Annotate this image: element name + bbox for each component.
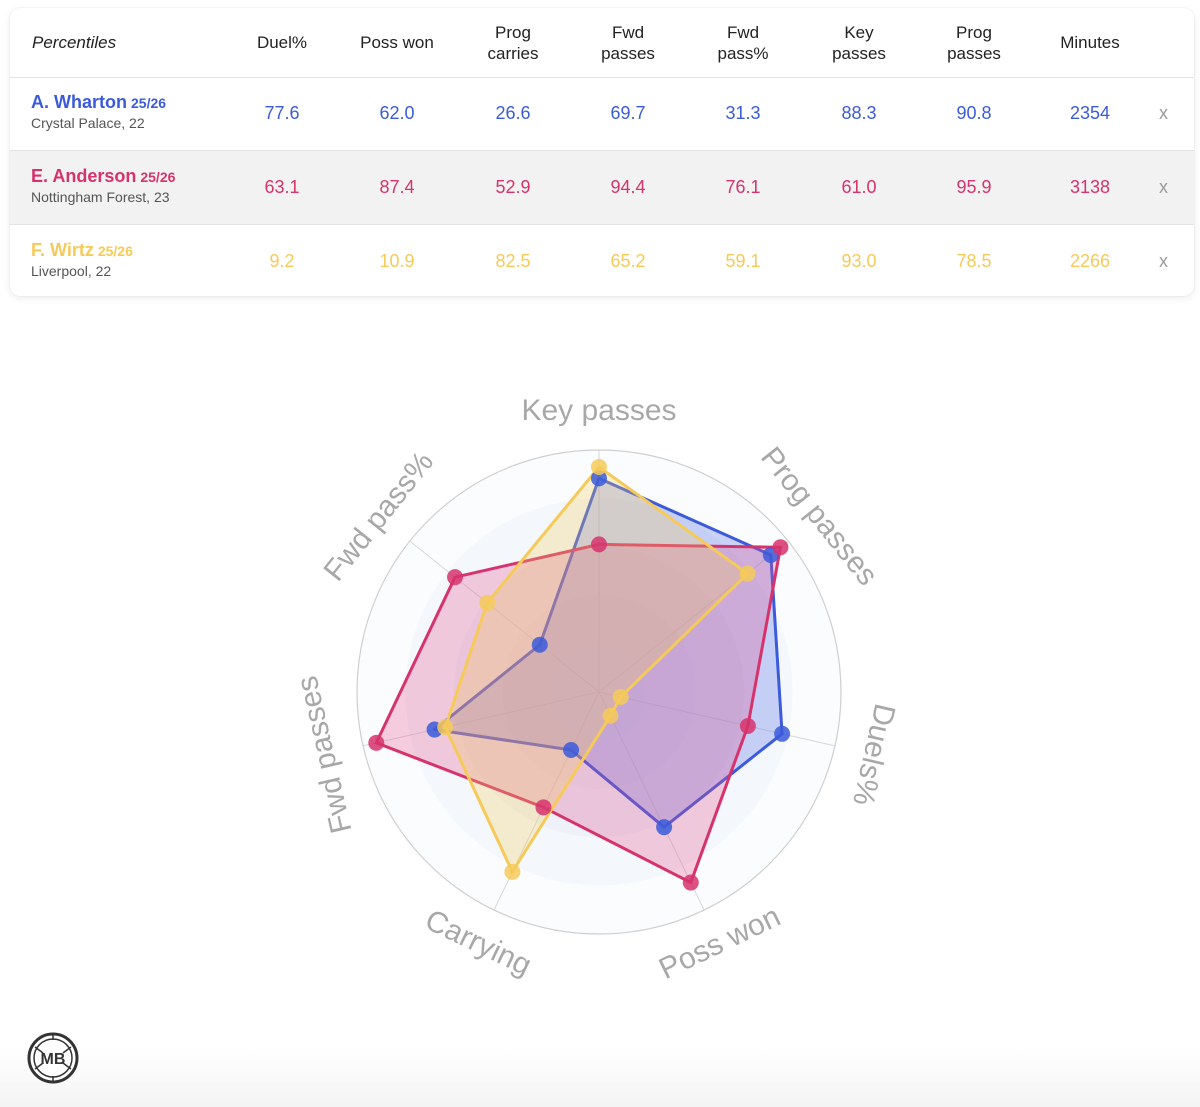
table-cell: 31.3 <box>725 103 761 123</box>
mb-logo: MB <box>26 1031 80 1090</box>
table-cell: 3138 <box>1069 177 1111 197</box>
percentiles-table: Percentiles Duel% Poss won Prog carries Fwd… <box>10 8 1194 296</box>
player-row: F. Wirtz 25/26 Liverpool, 22 9.2 10.9 82.5 65.… <box>10 225 1194 296</box>
table-cell: 87.4 <box>379 177 415 197</box>
table-cell: 95.9 <box>956 177 992 197</box>
radar-point <box>602 707 619 724</box>
radar-point <box>535 799 552 816</box>
table-cell: 88.3 <box>841 103 877 123</box>
table-cell: 82.5 <box>495 251 531 271</box>
remove-player-button[interactable]: x <box>1159 177 1168 197</box>
radar-point <box>591 458 607 475</box>
radar-axis-label: Duels% <box>846 701 901 809</box>
radar-spoke <box>409 540 600 693</box>
header-col[interactable]: Minutes <box>1060 33 1120 52</box>
radar-point <box>591 536 607 553</box>
table-cell: 62.0 <box>379 103 415 123</box>
header-col[interactable]: Prog passes <box>947 22 1001 63</box>
header-col[interactable]: Duel% <box>256 33 308 52</box>
player-name[interactable]: F. Wirtz 25/26 <box>31 240 133 261</box>
radar-point <box>774 725 791 742</box>
radar-point <box>656 819 673 836</box>
radar-point <box>437 719 454 736</box>
player-club: Liverpool, 22 <box>31 263 112 279</box>
player-name[interactable]: A. Wharton 25/26 <box>31 92 166 113</box>
radar-spoke <box>598 540 789 693</box>
radar-point <box>612 688 629 705</box>
radar-axis-label: Fwd passes <box>291 673 359 836</box>
radar-series-polygon <box>443 465 750 874</box>
bottom-fade <box>0 1047 1200 1107</box>
radar-point <box>479 594 496 611</box>
radar-point <box>739 717 756 734</box>
header-col[interactable]: Key passes <box>832 22 886 63</box>
header-percentiles: Percentiles <box>32 33 117 52</box>
player-season: 25/26 <box>97 243 133 259</box>
player-name-text: E. Anderson <box>31 166 137 186</box>
table-cell: 52.9 <box>495 177 531 197</box>
table-cell: 65.2 <box>610 251 646 271</box>
table-cell: 76.1 <box>725 177 761 197</box>
table-cell: 78.5 <box>956 251 992 271</box>
header-col[interactable]: Poss won <box>360 33 434 52</box>
header-col[interactable]: Prog carries <box>487 22 539 63</box>
table-cell: 26.6 <box>495 103 531 123</box>
player-name[interactable]: E. Anderson 25/26 <box>31 166 175 187</box>
table-cell: 2354 <box>1069 103 1111 123</box>
radar-point <box>739 565 756 582</box>
mb-logo-text: MB <box>41 1051 66 1068</box>
header-col[interactable]: Fwd pass% <box>717 22 769 63</box>
player-row: E. Anderson 25/26 Nottingham Forest, 23 63.… <box>10 151 1194 225</box>
table-cell: 10.9 <box>379 251 415 271</box>
remove-player-button[interactable]: x <box>1159 251 1168 271</box>
table-cell: 77.6 <box>264 103 300 123</box>
player-season: 25/26 <box>131 95 167 111</box>
table-header: Percentiles Duel% Poss won Prog carries Fwd… <box>10 8 1194 78</box>
table-cell: 94.4 <box>610 177 646 197</box>
radar-point <box>368 734 385 751</box>
table-cell: 69.7 <box>610 103 646 123</box>
remove-player-button[interactable]: x <box>1159 103 1168 123</box>
radar-point <box>682 874 699 891</box>
player-name-text: A. Wharton <box>31 92 127 112</box>
radar-point <box>772 539 789 556</box>
radar-spoke <box>598 691 705 911</box>
player-season: 25/26 <box>140 169 176 185</box>
table-cell: 2266 <box>1069 251 1111 271</box>
table-cell: 61.0 <box>841 177 877 197</box>
header-col[interactable]: Fwd passes <box>601 22 655 63</box>
player-row: A. Wharton 25/26 Crystal Palace, 22 77.6 62.… <box>10 77 1194 151</box>
radar-point <box>531 636 548 653</box>
table-cell: 59.1 <box>725 251 761 271</box>
radar-spoke <box>598 691 836 747</box>
radar-point <box>447 569 464 586</box>
player-club: Crystal Palace, 22 <box>31 115 145 131</box>
table-cell: 90.8 <box>956 103 992 123</box>
radar-point <box>504 863 521 880</box>
player-club: Nottingham Forest, 23 <box>31 189 170 205</box>
radar-point <box>591 470 607 487</box>
table-cell: 9.2 <box>269 251 295 271</box>
radar-spoke <box>362 691 600 747</box>
table-cell: 63.1 <box>264 177 300 197</box>
radar-axis-label: Key passes <box>521 394 676 427</box>
table-cell: 93.0 <box>841 251 877 271</box>
radar-point <box>563 741 580 758</box>
player-name-text: F. Wirtz <box>31 240 94 260</box>
